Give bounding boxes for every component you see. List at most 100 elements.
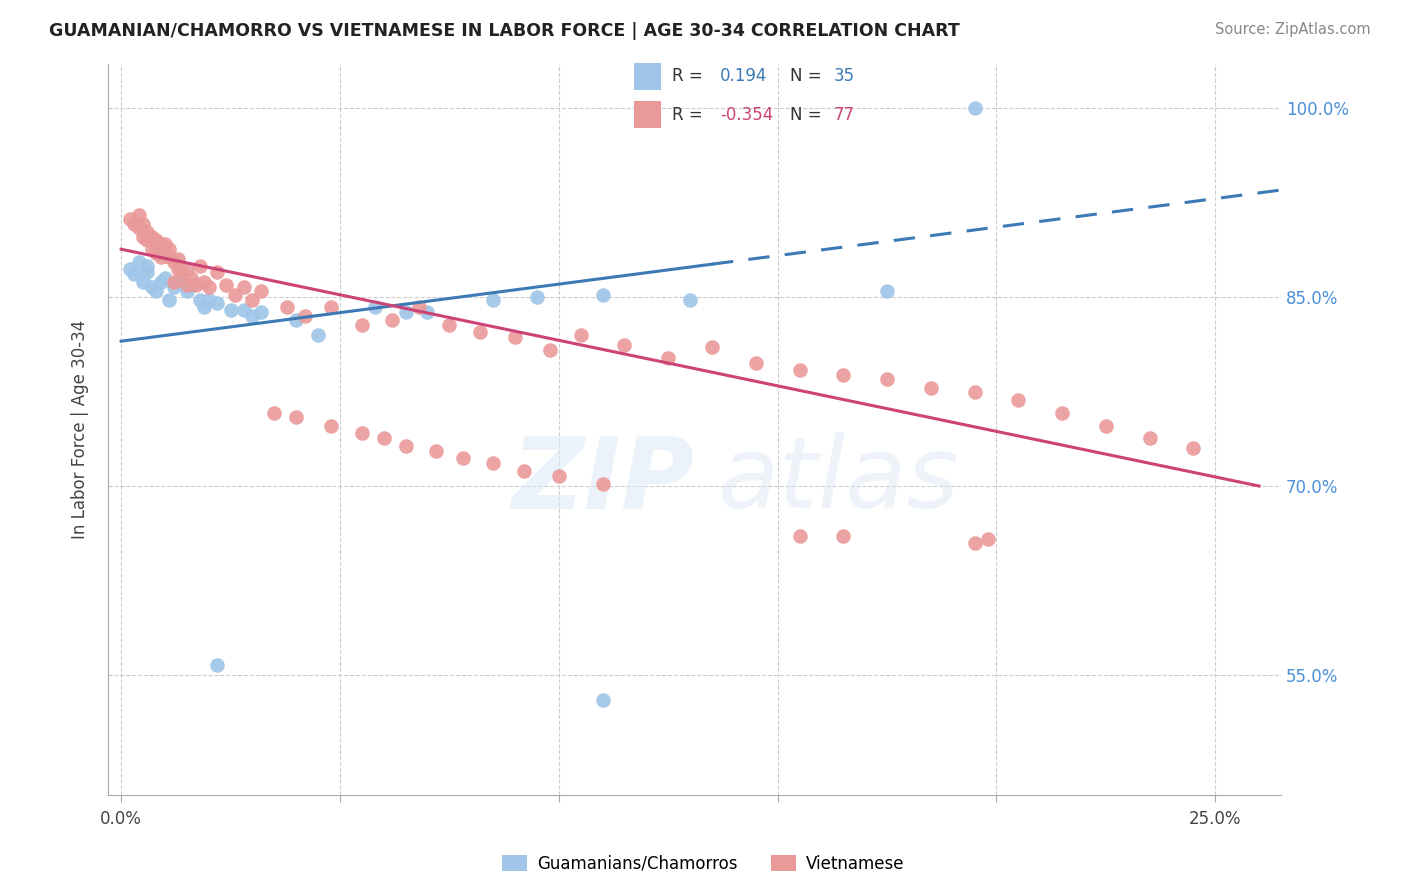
Point [167, 252, 190, 267]
Point [700, 341, 723, 355]
Point [157, 250, 180, 264]
Point [149, 237, 172, 252]
Point [547, 469, 569, 483]
Point [193, 300, 215, 314]
Point [163, 275, 186, 289]
Point [128, 220, 150, 235]
Point [176, 284, 198, 298]
Point [482, 456, 505, 470]
Point [526, 290, 548, 304]
Point [184, 277, 207, 292]
Point [188, 259, 211, 273]
Point [122, 268, 145, 282]
Point [132, 217, 155, 231]
Text: N =: N = [790, 68, 821, 86]
Point [789, 529, 811, 543]
Point [167, 275, 190, 289]
Point [439, 318, 461, 332]
Point [657, 351, 679, 365]
Text: Source: ZipAtlas.com: Source: ZipAtlas.com [1215, 22, 1371, 37]
Point [232, 302, 254, 317]
Text: 35: 35 [834, 68, 855, 86]
Point [408, 300, 430, 314]
Point [364, 300, 387, 314]
Point [789, 363, 811, 377]
Point [1095, 418, 1118, 433]
Text: atlas: atlas [718, 432, 959, 529]
Text: R =: R = [672, 105, 703, 123]
Point [250, 284, 273, 298]
Point [149, 275, 172, 289]
Point [128, 255, 150, 269]
Legend: Guamanians/Chamorros, Vietnamese: Guamanians/Chamorros, Vietnamese [495, 848, 911, 880]
Point [321, 418, 343, 433]
Point [207, 296, 229, 310]
Point [592, 476, 614, 491]
Point [167, 262, 190, 277]
Point [285, 409, 308, 424]
Point [136, 265, 159, 279]
Point [149, 250, 172, 264]
Point [242, 293, 264, 307]
Point [963, 384, 986, 399]
Point [188, 293, 211, 307]
Point [128, 208, 150, 222]
Point [482, 293, 505, 307]
Point [1007, 393, 1029, 408]
Point [157, 242, 180, 256]
Point [176, 262, 198, 277]
Point [153, 246, 176, 260]
Point [232, 280, 254, 294]
Bar [634, 101, 661, 128]
Point [394, 305, 416, 319]
Point [1139, 431, 1161, 445]
Point [219, 302, 242, 317]
Text: ZIP: ZIP [512, 432, 695, 529]
Point [276, 300, 298, 314]
Point [832, 529, 855, 543]
Point [180, 271, 202, 285]
Point [136, 259, 159, 273]
Point [153, 237, 176, 252]
Point [381, 312, 404, 326]
Point [141, 280, 163, 294]
Point [503, 330, 526, 344]
Point [180, 277, 202, 292]
Point [513, 464, 536, 478]
Point [172, 265, 194, 279]
Point [242, 309, 264, 323]
Point [122, 217, 145, 231]
Point [1182, 442, 1205, 456]
Text: 77: 77 [834, 105, 855, 123]
Point [145, 234, 167, 248]
Point [285, 312, 308, 326]
Point [963, 535, 986, 549]
Point [350, 426, 373, 441]
Point [373, 431, 395, 445]
Point [141, 242, 163, 256]
Point [157, 293, 180, 307]
Point [197, 280, 219, 294]
Point [294, 309, 316, 323]
Point [118, 212, 141, 227]
Point [468, 326, 491, 340]
Point [451, 451, 474, 466]
Point [350, 318, 373, 332]
Point [118, 262, 141, 277]
Point [745, 356, 768, 370]
Point [1050, 406, 1073, 420]
Point [592, 693, 614, 707]
Point [215, 277, 238, 292]
Point [197, 293, 219, 307]
Point [163, 280, 186, 294]
Point [592, 287, 614, 301]
Point [136, 225, 159, 239]
Point [153, 271, 176, 285]
Point [394, 439, 416, 453]
Point [832, 368, 855, 383]
Point [207, 657, 229, 672]
Point [163, 255, 186, 269]
Point [416, 305, 439, 319]
Text: N =: N = [790, 105, 821, 123]
Point [250, 305, 273, 319]
